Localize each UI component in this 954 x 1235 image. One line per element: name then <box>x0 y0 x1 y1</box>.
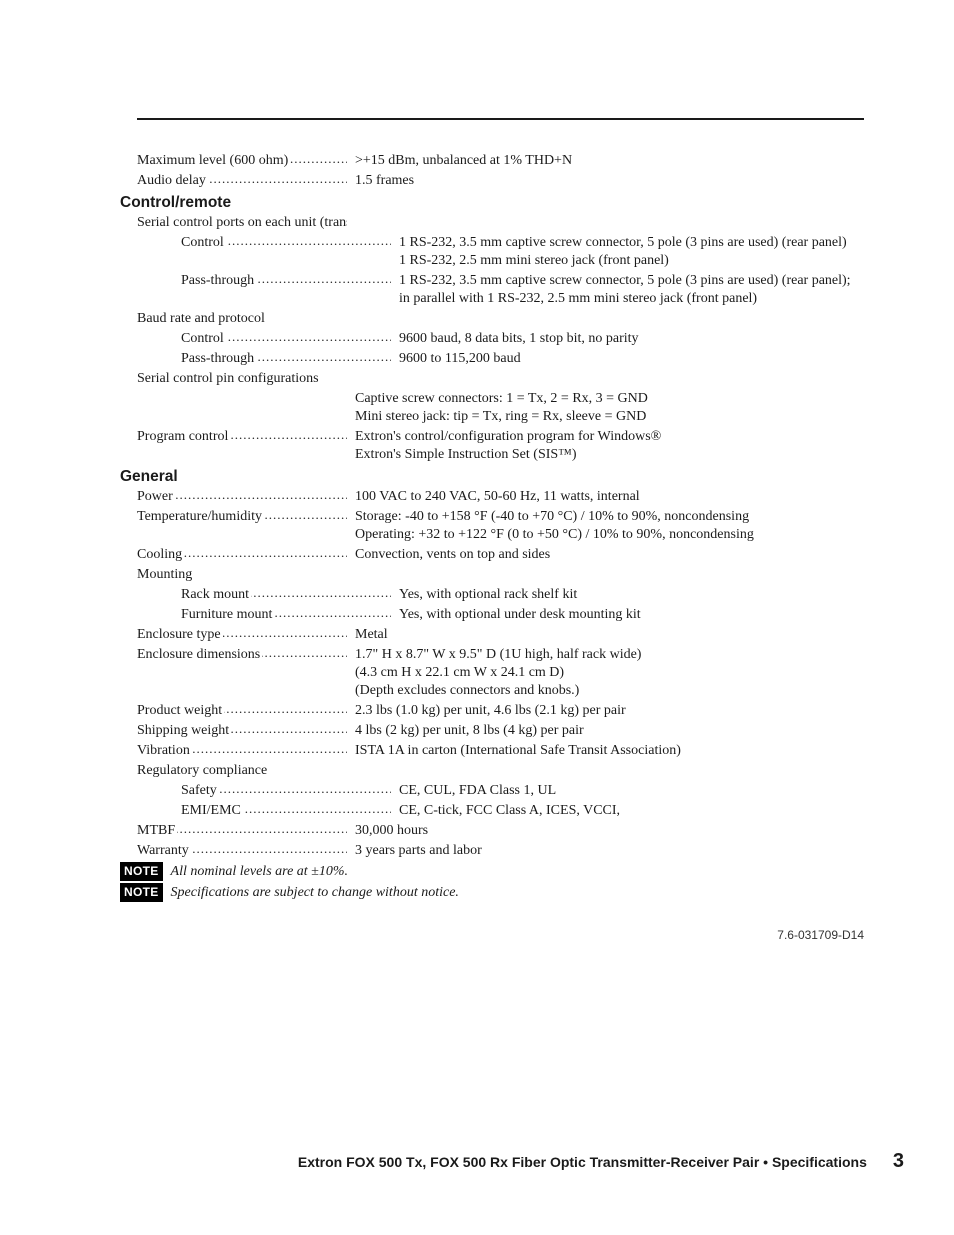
spec-row: ........................................… <box>137 702 864 720</box>
spec-label: ........................................… <box>137 586 391 604</box>
spec-label: ........................................… <box>137 234 391 270</box>
spec-label: ........................................… <box>137 350 391 368</box>
spec-value: 9600 baud, 8 data bits, 1 stop bit, no p… <box>391 330 864 348</box>
spec-value <box>347 762 864 780</box>
spec-row: ........................................… <box>137 842 864 860</box>
spec-label: ........................................… <box>137 722 347 740</box>
footer-page-number: 3 <box>893 1150 904 1173</box>
spec-value: Captive screw connectors: 1 = Tx, 2 = Rx… <box>347 390 864 426</box>
spec-row: ........................................… <box>137 488 864 506</box>
spec-value <box>347 310 864 328</box>
spec-value: 3 years parts and labor <box>347 842 864 860</box>
spec-row: ........................................… <box>137 822 864 840</box>
spec-value: Convection, vents on top and sides <box>347 546 864 564</box>
spec-label: Regulatory compliance <box>137 762 347 780</box>
spec-label: ........................................… <box>137 272 391 308</box>
spec-label: Serial control pin configurations <box>137 370 347 388</box>
spec-row: Captive screw connectors: 1 = Tx, 2 = Rx… <box>137 390 864 426</box>
top-rule <box>137 118 864 120</box>
spec-row: ........................................… <box>137 586 864 604</box>
note-badge: NOTE <box>120 883 163 902</box>
section-heading: Control/remote <box>120 194 864 212</box>
spec-label: ........................................… <box>137 172 347 190</box>
spec-value: 1 RS-232, 3.5 mm captive screw connector… <box>391 234 864 270</box>
spec-row: ........................................… <box>137 508 864 544</box>
spec-row: ........................................… <box>137 272 864 308</box>
spec-row: ........................................… <box>137 350 864 368</box>
spec-value: >+15 dBm, unbalanced at 1% THD+N <box>347 152 864 170</box>
spec-label: Mounting <box>137 566 347 584</box>
spec-row: ........................................… <box>137 546 864 564</box>
spec-value: 1.5 frames <box>347 172 864 190</box>
spec-value <box>347 566 864 584</box>
note-badge: NOTE <box>120 862 163 881</box>
footer: Extron FOX 500 Tx, FOX 500 Rx Fiber Opti… <box>137 1150 904 1173</box>
spec-row: ........................................… <box>137 626 864 644</box>
spec-label: ........................................… <box>137 428 347 464</box>
spec-row: Serial control ports on each unit (trans… <box>137 214 864 232</box>
content: ........................................… <box>137 152 864 904</box>
spec-row: ........................................… <box>137 646 864 700</box>
spec-value: CE, CUL, FDA Class 1, UL <box>391 782 864 800</box>
spec-value: 30,000 hours <box>347 822 864 840</box>
spec-value: Yes, with optional under desk mounting k… <box>391 606 864 624</box>
spec-label: ........................................… <box>137 508 347 544</box>
spec-value: 1.7" H x 8.7" W x 9.5" D (1U high, half … <box>347 646 864 700</box>
spec-value <box>347 370 864 388</box>
note-text: All nominal levels are at ±10%. <box>171 863 348 881</box>
spec-row: Baud rate and protocol <box>137 310 864 328</box>
spec-label: ........................................… <box>137 152 347 170</box>
spec-row: ........................................… <box>137 742 864 760</box>
footer-title: Extron FOX 500 Tx, FOX 500 Rx Fiber Opti… <box>298 1154 867 1170</box>
note-row: NOTE All nominal levels are at ±10%. <box>120 862 864 881</box>
spec-label <box>137 390 347 426</box>
spec-value: 1 RS-232, 3.5 mm captive screw connector… <box>391 272 864 308</box>
spec-value: Metal <box>347 626 864 644</box>
spec-row: ........................................… <box>137 782 864 800</box>
note-row: NOTE Specifications are subject to change… <box>120 883 864 902</box>
spec-value: ISTA 1A in carton (International Safe Tr… <box>347 742 864 760</box>
spec-value: 9600 to 115,200 baud <box>391 350 864 368</box>
spec-value <box>347 214 864 232</box>
spec-label: ........................................… <box>137 646 347 700</box>
page: ........................................… <box>0 0 954 1235</box>
spec-row: ........................................… <box>137 172 864 190</box>
spec-label: ........................................… <box>137 842 347 860</box>
spec-label: ........................................… <box>137 802 391 820</box>
spec-value: 2.3 lbs (1.0 kg) per unit, 4.6 lbs (2.1 … <box>347 702 864 720</box>
section-heading: General <box>120 468 864 486</box>
spec-row: ........................................… <box>137 606 864 624</box>
spec-row: Serial control pin configurations <box>137 370 864 388</box>
spec-row: ........................................… <box>137 802 864 820</box>
note-text: Specifications are subject to change wit… <box>171 884 459 902</box>
doc-number: 7.6-031709-D14 <box>777 926 864 944</box>
spec-row: ........................................… <box>137 428 864 464</box>
spec-row: Regulatory compliance <box>137 762 864 780</box>
spec-value: 4 lbs (2 kg) per unit, 8 lbs (4 kg) per … <box>347 722 864 740</box>
spec-label: ........................................… <box>137 488 347 506</box>
spec-value: Storage: -40 to +158 °F (-40 to +70 °C) … <box>347 508 864 544</box>
spec-value: Extron's control/configuration program f… <box>347 428 864 464</box>
spec-label: ........................................… <box>137 606 391 624</box>
spec-label: ........................................… <box>137 626 347 644</box>
spec-label: ........................................… <box>137 546 347 564</box>
spec-label: ........................................… <box>137 702 347 720</box>
spec-value: CE, C-tick, FCC Class A, ICES, VCCI, <box>391 802 864 820</box>
spec-label: ........................................… <box>137 330 391 348</box>
spec-label: ........................................… <box>137 822 347 840</box>
spec-row: ........................................… <box>137 152 864 170</box>
spec-row: ........................................… <box>137 234 864 270</box>
spec-value: 100 VAC to 240 VAC, 50-60 Hz, 11 watts, … <box>347 488 864 506</box>
spec-row: ........................................… <box>137 330 864 348</box>
spec-label: ........................................… <box>137 782 391 800</box>
spec-row: ........................................… <box>137 722 864 740</box>
spec-label: ........................................… <box>137 742 347 760</box>
spec-label: Baud rate and protocol <box>137 310 347 328</box>
spec-row: Mounting <box>137 566 864 584</box>
spec-label: Serial control ports on each unit (trans… <box>137 214 347 232</box>
spec-value: Yes, with optional rack shelf kit <box>391 586 864 604</box>
